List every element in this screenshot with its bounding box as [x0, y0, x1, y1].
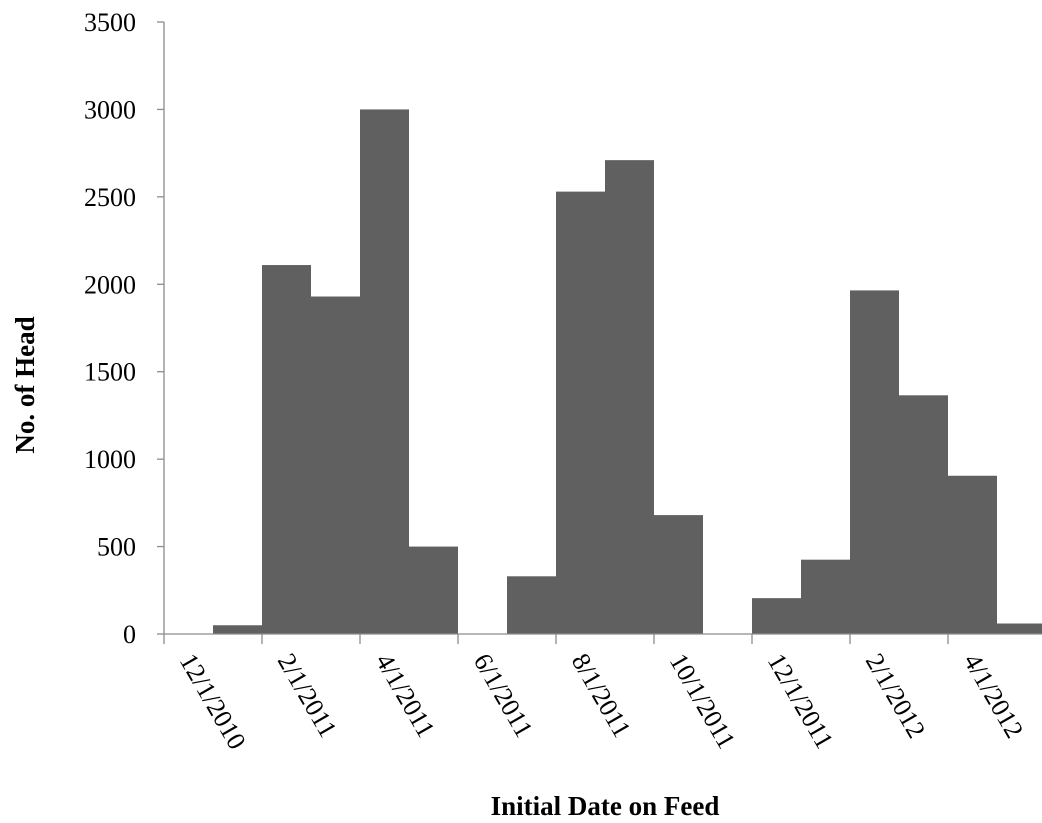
x-tick-label: 6/1/2011 [468, 649, 539, 743]
x-tick-label: 2/1/2011 [272, 649, 343, 743]
x-tick-label: 4/1/2012 [958, 649, 1029, 744]
bar-5-1-2012 [997, 623, 1042, 634]
bar-9-1-2011 [605, 160, 654, 634]
x-ticks: 12/1/2010 2/1/2011 4/1/2011 6/1/2011 8/1/201… [163, 634, 1029, 755]
bar-10-1-2011 [654, 515, 703, 634]
bar-2-1-2012 [850, 290, 899, 634]
bar-4-1-2012 [948, 475, 997, 634]
x-axis-title: Initial Date on Feed [491, 791, 720, 821]
y-tick-label: 500 [97, 533, 136, 562]
y-tick-label: 3500 [84, 8, 136, 37]
y-tick-label: 3000 [84, 95, 136, 124]
bar-2-1-2011 [262, 265, 311, 634]
y-tick-label: 2000 [84, 270, 136, 299]
bar-12-1-2011 [752, 598, 801, 634]
bar-3-1-2012 [899, 395, 948, 634]
x-tick-label: 2/1/2012 [860, 649, 931, 744]
x-tick-label: 4/1/2011 [370, 649, 441, 743]
bars-group [213, 109, 1042, 634]
bar-5-1-2011 [409, 546, 458, 634]
y-tick-label: 2500 [84, 183, 136, 212]
y-tick-label: 0 [123, 620, 136, 649]
bar-1-1-2011 [213, 625, 262, 634]
x-tick-label: 12/1/2011 [762, 649, 839, 754]
y-ticks: 0 500 1000 1500 2000 2500 3000 3500 [84, 8, 164, 649]
bar-3-1-2011 [311, 296, 360, 634]
bar-1-1-2012 [801, 559, 850, 634]
y-tick-label: 1000 [84, 445, 136, 474]
x-tick-label: 10/1/2011 [664, 649, 741, 754]
y-tick-label: 1500 [84, 358, 136, 387]
bar-4-1-2011 [360, 109, 409, 634]
bar-7-1-2011 [507, 576, 556, 634]
y-axis-title: No. of Head [10, 316, 40, 453]
x-tick-label: 8/1/2011 [566, 649, 637, 743]
x-tick-label: 12/1/2010 [174, 649, 252, 755]
bar-8-1-2011 [556, 191, 605, 634]
